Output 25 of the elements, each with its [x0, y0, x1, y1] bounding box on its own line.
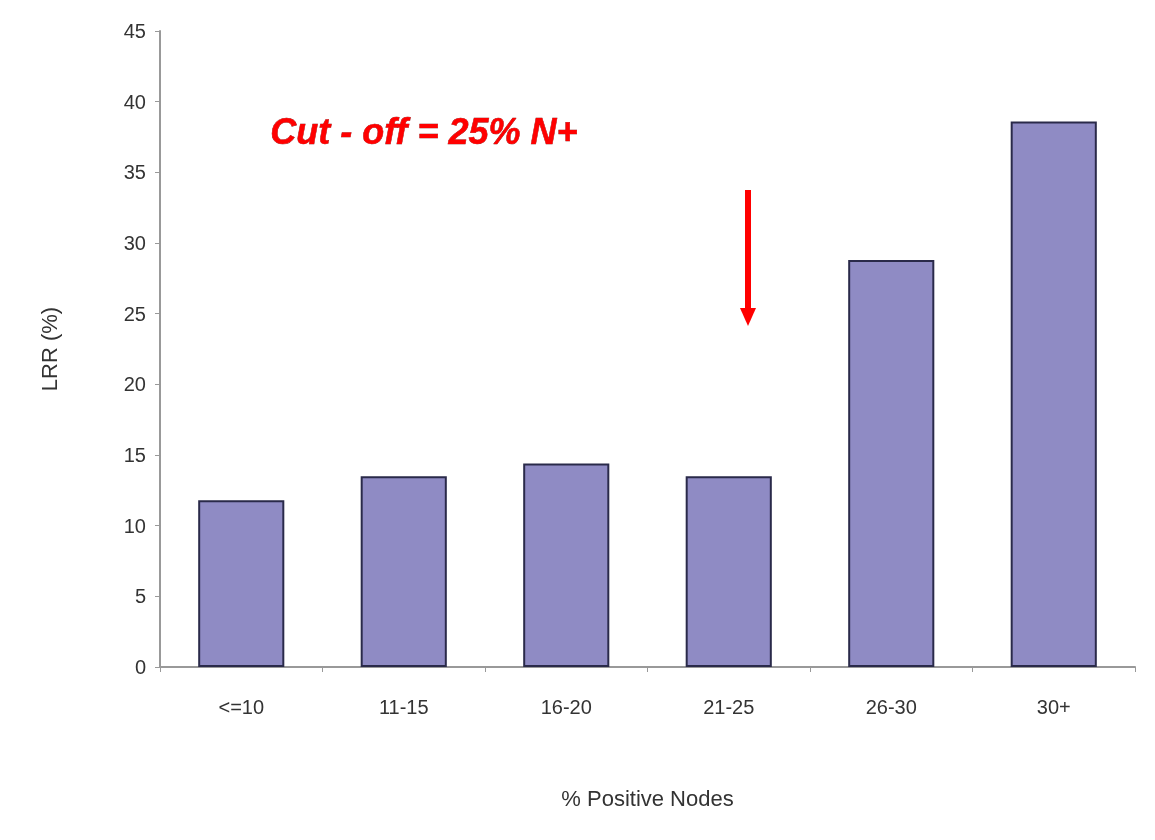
- y-tick-label: 5: [134, 585, 146, 608]
- y-tick-label: 25: [123, 302, 146, 325]
- x-tick-label: 11-15: [378, 696, 429, 718]
- bar: [360, 476, 447, 667]
- y-tick-label: 20: [123, 373, 146, 396]
- y-tick-label: 10: [123, 514, 146, 537]
- y-axis-title: LRR (%): [36, 306, 62, 392]
- bar: [1010, 121, 1097, 667]
- bar: [848, 259, 935, 667]
- y-tick-label: 45: [123, 20, 146, 42]
- y-tick-label: 35: [123, 161, 146, 184]
- y-tick-label: 15: [123, 444, 146, 466]
- annotation: Cut - off = 25% N+: [270, 110, 578, 152]
- x-axis-title: % Positive Nodes: [561, 785, 734, 811]
- bar: [198, 500, 285, 667]
- y-tick-label: 0: [134, 656, 146, 678]
- x-tick-label: 21-25: [703, 696, 755, 718]
- x-tick-label: <=10: [218, 696, 265, 718]
- x-tick-label: 30+: [1036, 696, 1071, 718]
- bar: [523, 463, 610, 667]
- x-tick-label: 16-20: [540, 696, 592, 718]
- x-tick-label: 26-30: [865, 696, 917, 718]
- bar: [685, 476, 772, 667]
- y-tick-label: 40: [123, 90, 146, 113]
- y-tick-label: 30: [123, 232, 146, 254]
